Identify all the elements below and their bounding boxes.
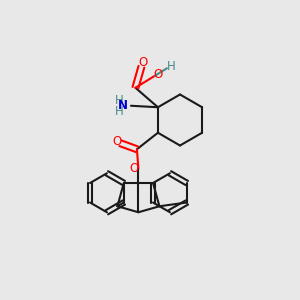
Text: H: H (167, 60, 176, 73)
Text: O: O (129, 162, 139, 175)
Text: O: O (153, 68, 163, 81)
Text: O: O (138, 56, 148, 69)
Text: H: H (115, 105, 123, 118)
Text: N: N (118, 99, 128, 112)
Text: O: O (112, 135, 122, 148)
Text: H: H (115, 94, 123, 107)
